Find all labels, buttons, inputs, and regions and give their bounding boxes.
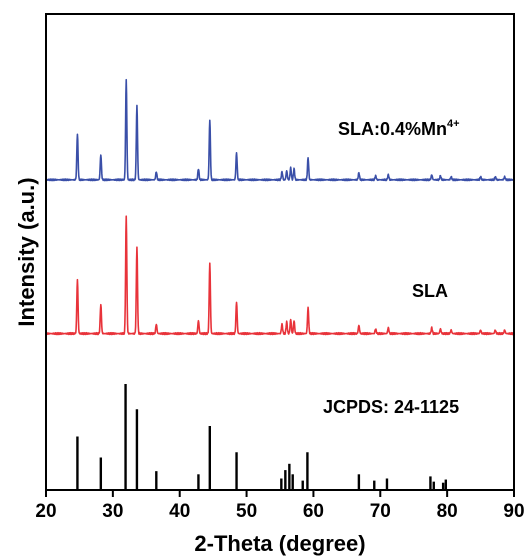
series-0: [45, 78, 515, 182]
plot-area: [45, 78, 515, 489]
series-label: SLA: [412, 281, 448, 301]
x-axis-title: 2-Theta (degree): [194, 531, 365, 556]
x-tick-label: 60: [303, 501, 324, 522]
plot-frame: [45, 13, 515, 491]
y-axis-title: Intensity (a.u.): [14, 177, 39, 326]
x-axis-ticks: 20 30 40 50 60 70 80 90: [35, 490, 525, 522]
x-tick-label: 90: [503, 501, 524, 522]
series-label: JCPDS: 24-1125: [323, 397, 459, 417]
series-1: [45, 215, 515, 336]
x-tick-label: 70: [370, 501, 391, 522]
series-2: [76, 384, 448, 489]
x-tick-label: 80: [437, 501, 458, 522]
x-tick-label: 30: [102, 501, 123, 522]
x-tick-label: 20: [35, 501, 56, 522]
x-tick-label: 50: [236, 501, 257, 522]
x-tick-label: 40: [169, 501, 190, 522]
series-labels: SLA:0.4%Mn4+ SLA JCPDS: 24-1125: [323, 118, 460, 417]
diffraction-trace: [45, 215, 515, 336]
series-label: SLA:0.4%Mn4+: [338, 118, 460, 139]
diffraction-trace: [45, 78, 515, 182]
